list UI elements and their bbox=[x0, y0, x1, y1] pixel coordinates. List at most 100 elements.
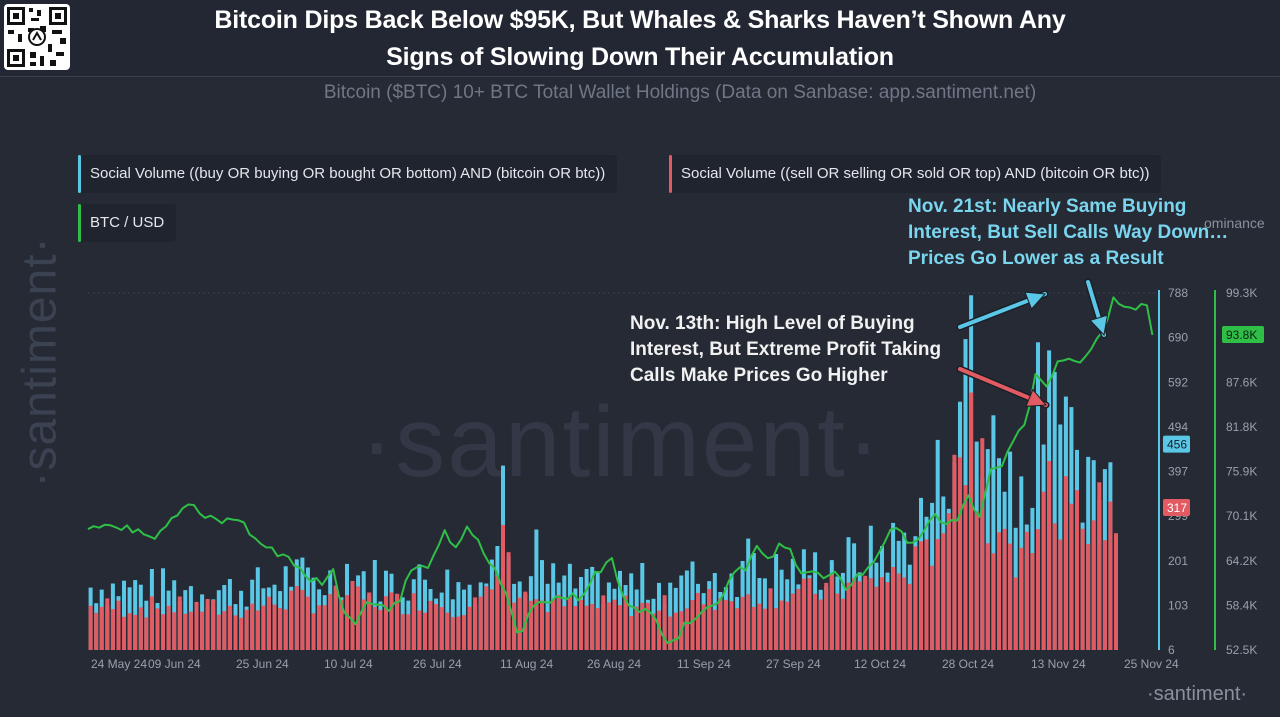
header-divider bbox=[0, 76, 1280, 77]
sell-volume-bar bbox=[606, 602, 611, 650]
volume-tick-label: 788 bbox=[1168, 286, 1188, 300]
sell-volume-bar bbox=[556, 595, 561, 650]
sell-volume-bar bbox=[361, 599, 366, 650]
sell-volume-bar bbox=[1013, 577, 1018, 650]
axes-layer: 610320129939749459269078852.5K58.4K64.2K… bbox=[91, 286, 1264, 671]
legend-item-buy-volume[interactable]: Social Volume ((buy OR buying OR bought … bbox=[78, 155, 618, 193]
sell-volume-bar bbox=[985, 543, 990, 650]
sell-volume-bar bbox=[255, 610, 260, 650]
x-tick-label: 09 Jun 24 bbox=[148, 657, 201, 671]
sell-volume-bar bbox=[573, 606, 578, 650]
sell-volume-bar bbox=[651, 613, 656, 650]
sell-volume-bar bbox=[969, 392, 974, 650]
sell-volume-bar bbox=[1091, 520, 1096, 650]
qr-code-icon bbox=[7, 7, 67, 67]
x-tick-label: 11 Sep 24 bbox=[677, 657, 731, 671]
buy-volume-bar bbox=[751, 553, 756, 650]
sell-volume-bar bbox=[339, 599, 344, 650]
sell-volume-bar bbox=[467, 606, 472, 650]
price-tick-label: 52.5K bbox=[1226, 643, 1257, 657]
sell-volume-bar bbox=[389, 592, 394, 650]
price-tick-label: 99.3K bbox=[1226, 286, 1257, 300]
sell-volume-bar bbox=[712, 609, 717, 650]
sell-volume-bar bbox=[634, 606, 639, 650]
buy-volume-bar bbox=[629, 573, 634, 650]
x-tick-label: 10 Jul 24 bbox=[324, 657, 373, 671]
sell-volume-bar bbox=[439, 607, 444, 650]
sell-volume-bar bbox=[528, 600, 533, 650]
sell-volume-bar bbox=[94, 612, 99, 650]
sell-volume-bar bbox=[813, 593, 818, 650]
sell-volume-bar bbox=[930, 565, 935, 650]
buy-volume-bar bbox=[255, 567, 260, 650]
sell-volume-bar bbox=[868, 578, 873, 650]
x-tick-label: 26 Jul 24 bbox=[413, 657, 462, 671]
annotation-nov21-line-3: Prices Go Lower as a Result bbox=[908, 248, 1164, 269]
sell-volume-bar bbox=[757, 603, 762, 650]
sell-volume-bar bbox=[723, 599, 728, 650]
sell-volume-bar bbox=[729, 601, 734, 650]
sell-volume-bar bbox=[958, 457, 962, 650]
sell-volume-bar bbox=[300, 589, 305, 650]
sell-volume-bar bbox=[974, 511, 979, 650]
sell-volume-bar bbox=[450, 617, 455, 650]
sell-volume-bar bbox=[222, 611, 227, 650]
sell-volume-bar bbox=[1024, 531, 1029, 650]
sell-volume-bar bbox=[278, 608, 283, 650]
sell-volume-bar bbox=[417, 610, 422, 650]
arrow-nov13-buy bbox=[956, 290, 1049, 331]
buy-volume-bar bbox=[417, 564, 422, 650]
sell-volume-bar bbox=[963, 485, 968, 650]
sell-volume-bar bbox=[473, 597, 478, 650]
sell-volume-bar bbox=[880, 577, 884, 650]
sell-volume-bar bbox=[1058, 539, 1063, 650]
sell-volume-bar bbox=[239, 617, 244, 650]
sell-volume-bar bbox=[980, 438, 985, 650]
sell-volume-bar bbox=[317, 605, 322, 650]
sell-volume-bar bbox=[751, 606, 756, 650]
volume-tick-label: 201 bbox=[1168, 554, 1188, 568]
sell-volume-bar bbox=[835, 593, 840, 650]
buy-volume-bar bbox=[1052, 371, 1057, 650]
sell-volume-bar bbox=[907, 583, 912, 650]
x-tick-label: 12 Oct 24 bbox=[854, 657, 906, 671]
sell-volume-bar bbox=[595, 608, 600, 650]
volume-bars-layer bbox=[88, 295, 1118, 650]
sell-volume-bar bbox=[662, 595, 667, 650]
legend-swatch-buy bbox=[78, 155, 81, 193]
sell-volume-bar bbox=[690, 600, 695, 650]
x-tick-label: 25 Jun 24 bbox=[236, 657, 289, 671]
sell-volume-bar bbox=[200, 611, 205, 650]
sell-volume-bar bbox=[1108, 501, 1113, 650]
sell-volume-bar bbox=[1069, 503, 1074, 650]
sell-volume-bar bbox=[991, 553, 996, 650]
legend-item-btc-usd[interactable]: BTC / USD bbox=[78, 204, 177, 242]
sell-volume-bar bbox=[924, 539, 929, 650]
buy-volume-bar bbox=[161, 568, 165, 650]
sell-volume-bar bbox=[863, 575, 868, 650]
sell-volume-bar bbox=[601, 595, 606, 650]
sell-volume-bar bbox=[824, 582, 829, 650]
sell-volume-bar bbox=[211, 600, 216, 650]
sell-volume-bar bbox=[1041, 491, 1046, 650]
sell-volume-bar bbox=[1047, 461, 1052, 650]
sell-volume-bar bbox=[122, 616, 126, 650]
sell-volume-bar bbox=[411, 593, 416, 650]
sell-volume-bar bbox=[423, 612, 427, 650]
sell-volume-bar bbox=[517, 597, 522, 650]
buy-volume-bar bbox=[1058, 424, 1063, 650]
btc-price-line bbox=[87, 296, 1154, 644]
sell-volume-bar bbox=[161, 614, 165, 650]
x-tick-label: 13 Nov 24 bbox=[1031, 657, 1086, 671]
price-tick-label: 81.8K bbox=[1226, 420, 1257, 434]
legend-item-sell-volume[interactable]: Social Volume ((sell OR selling OR sold … bbox=[669, 155, 1162, 193]
sell-volume-bar bbox=[696, 592, 700, 650]
sell-volume-bar bbox=[919, 541, 923, 650]
sell-volume-bar bbox=[1080, 528, 1085, 650]
qr-code bbox=[4, 4, 70, 70]
current-buy-badge bbox=[1163, 435, 1190, 453]
sell-volume-bar bbox=[885, 582, 890, 650]
sell-volume-bar bbox=[540, 600, 544, 650]
price-tick-label: 87.6K bbox=[1226, 375, 1257, 389]
